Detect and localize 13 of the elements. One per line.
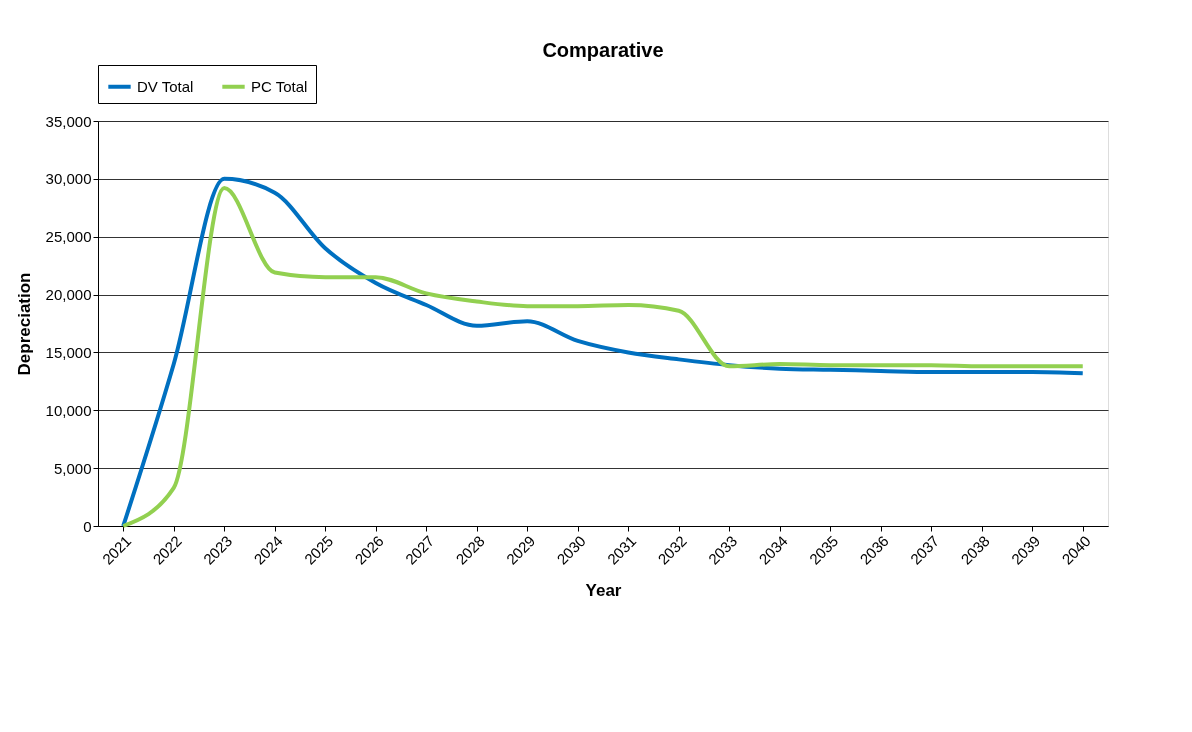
y-tick-label: 0 [83,517,92,535]
legend-label: PC Total [251,77,308,95]
y-tick-label: 20,000 [45,286,92,304]
y-tick-label: 10,000 [45,401,92,419]
legend-label: DV Total [137,77,194,95]
x-axis-title: Year [585,580,622,600]
y-tick-label: 5,000 [53,459,92,477]
y-axis-title: Depreciation [14,272,34,376]
y-tick-label: 30,000 [45,170,92,188]
y-tick-label: 25,000 [45,228,92,246]
y-tick-label: 15,000 [45,343,92,361]
y-tick-label: 35,000 [45,112,92,130]
chart-title: Comparative [542,38,664,61]
